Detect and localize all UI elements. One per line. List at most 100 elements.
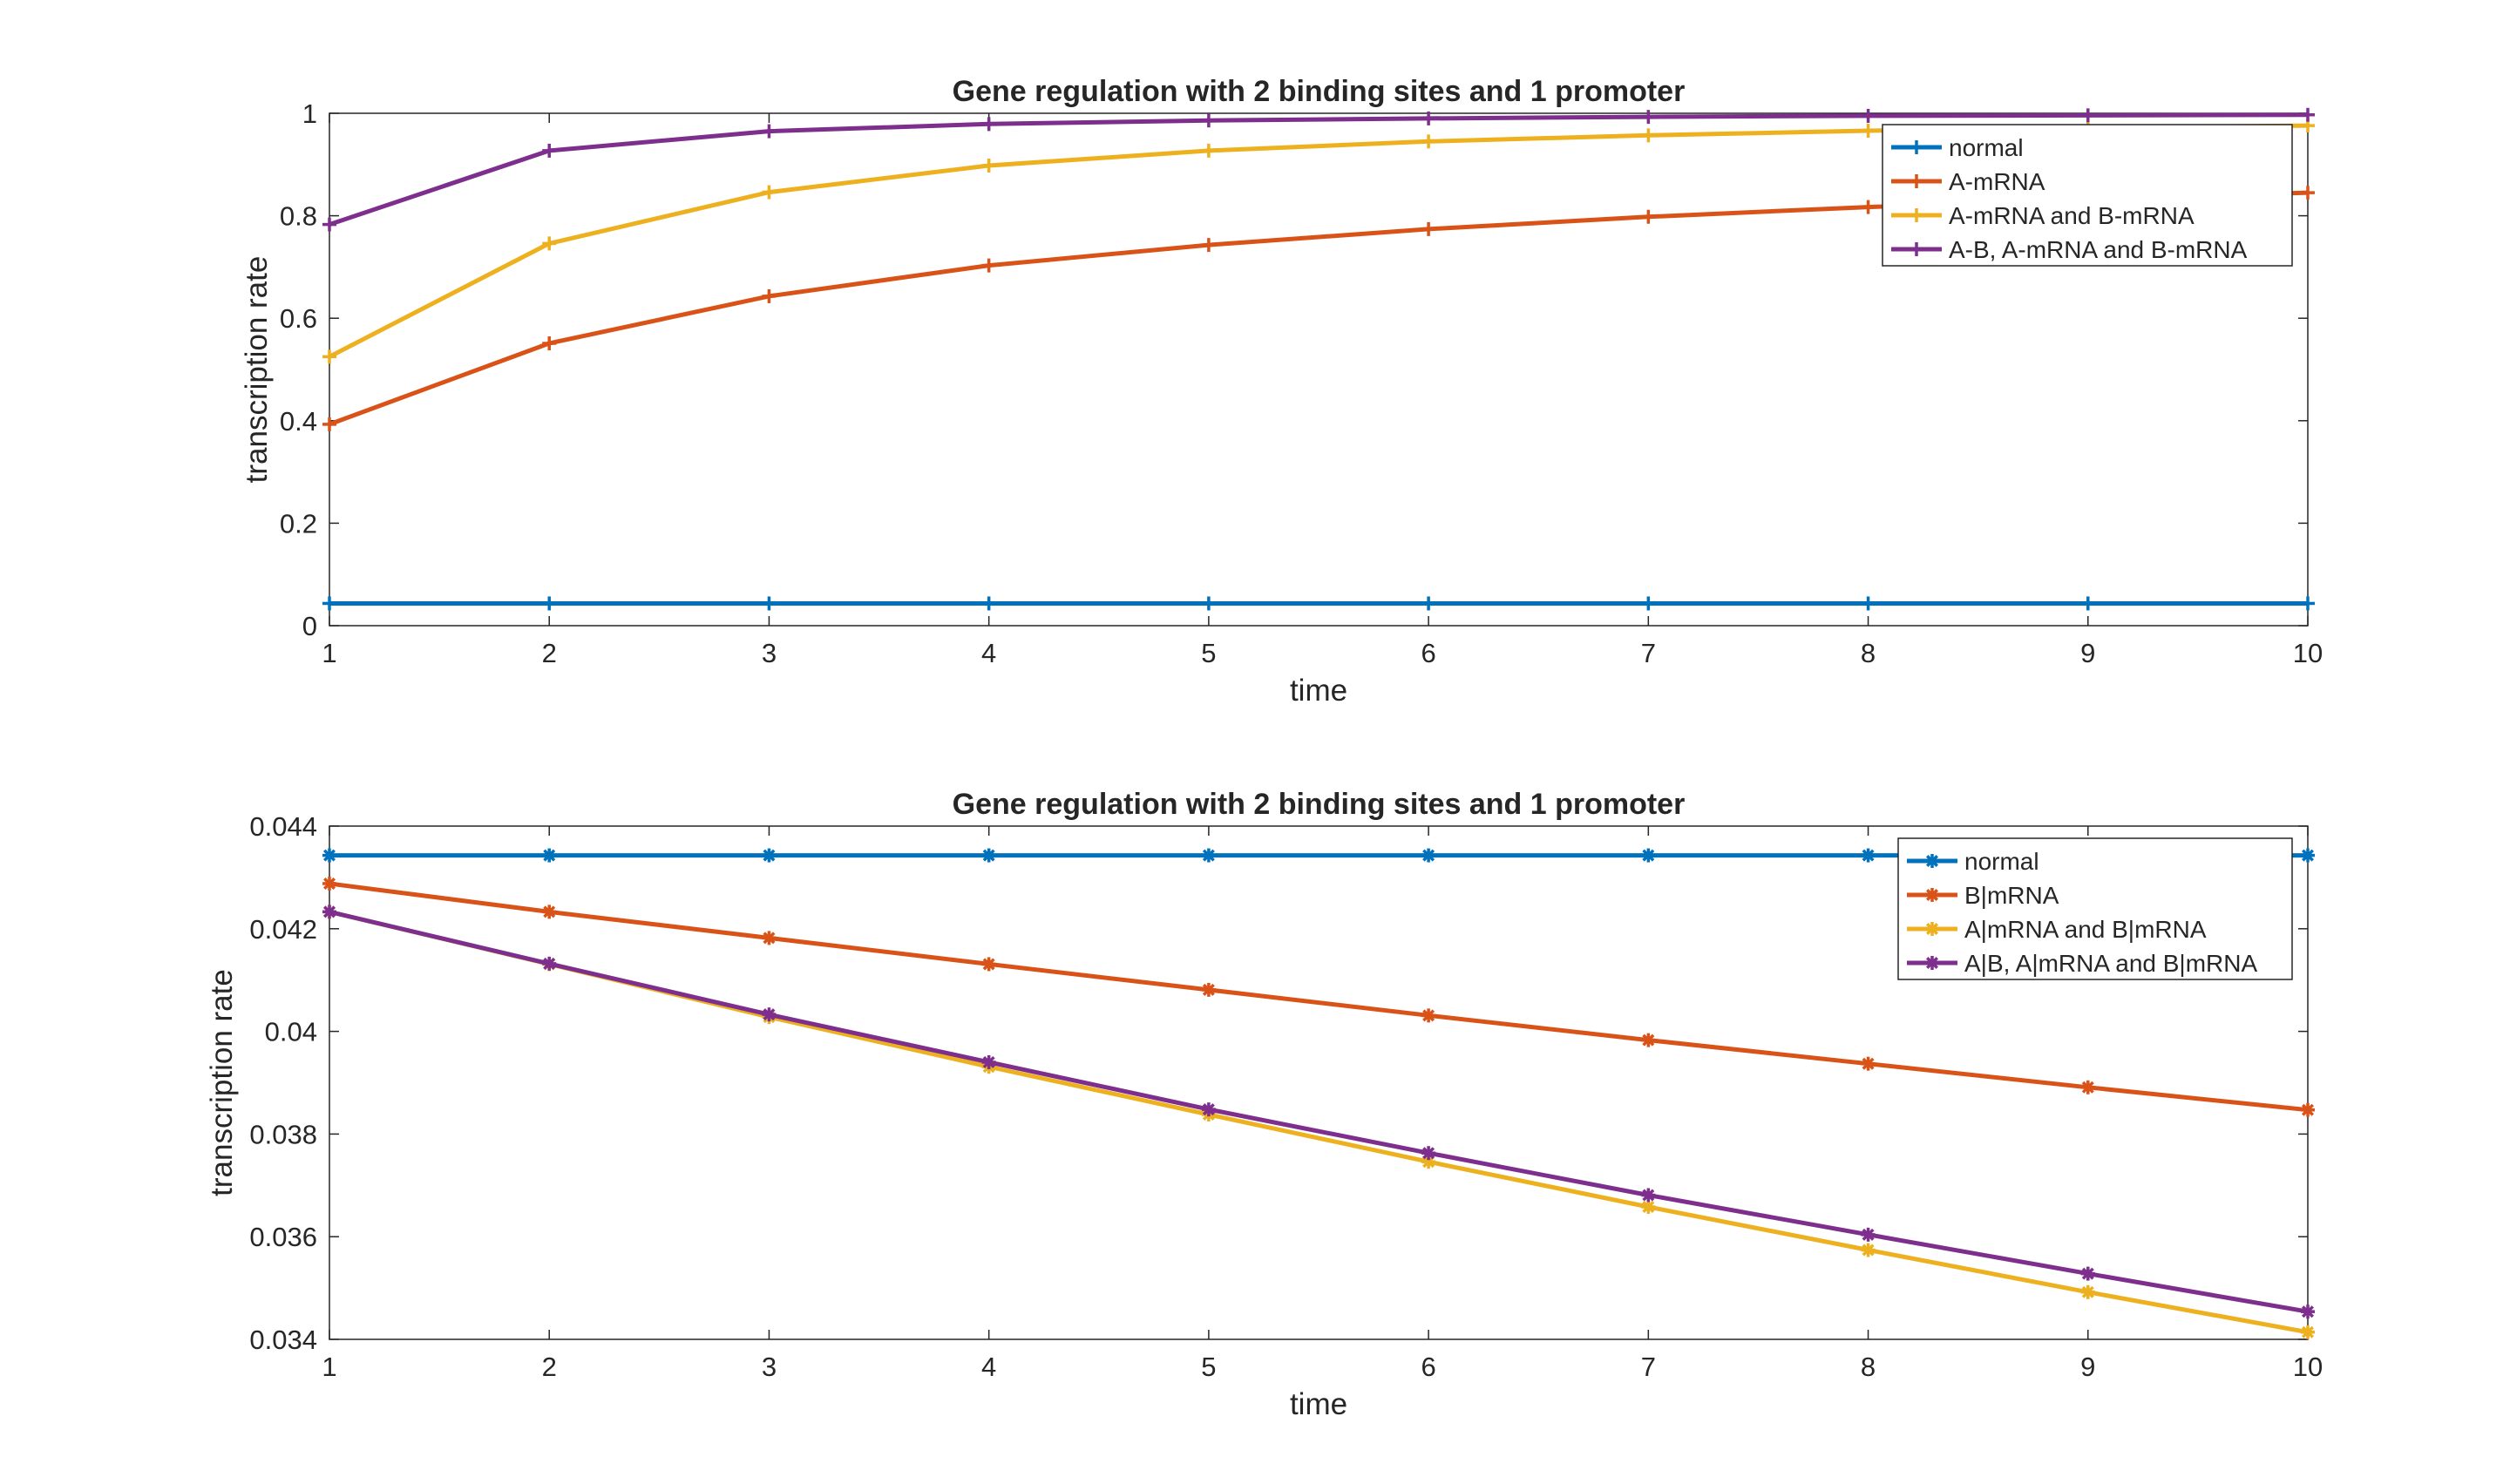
- x-tick-label: 1: [322, 638, 336, 668]
- subplot-2: 1 2 3 4 5 6 7 8 9 10 0.034 0.036 0.038 0.04 0.042 0.044…: [205, 788, 2323, 1421]
- legend-label: normal: [1964, 848, 2039, 875]
- data-point: [1201, 1102, 1216, 1117]
- x-tick-label: 9: [2080, 638, 2095, 668]
- data-point: [542, 956, 557, 971]
- y-tick-label: 0.8: [280, 201, 317, 232]
- y-tick-label: 0.6: [280, 303, 317, 334]
- data-point: [322, 596, 336, 611]
- x-tick-label: 3: [762, 638, 777, 668]
- data-point: [1861, 1056, 1876, 1071]
- y-tick-label: 0.04: [265, 1017, 317, 1047]
- y-tick-label: 0.2: [280, 508, 317, 539]
- x-tick-label: 8: [1861, 1352, 1876, 1382]
- data-point: [1861, 848, 1876, 863]
- legend-box: [1882, 124, 2293, 267]
- x-tick-label: 10: [2293, 1352, 2323, 1382]
- data-point: [542, 848, 557, 863]
- chart-title: Gene regulation with 2 binding sites and…: [953, 75, 1686, 108]
- x-tick-label: 3: [762, 1352, 777, 1382]
- legend-marker: [1910, 242, 1923, 256]
- data-point: [2301, 596, 2315, 611]
- legend-label: B|mRNA: [1964, 882, 2059, 909]
- chart-title: Gene regulation with 2 binding sites and…: [953, 788, 1686, 821]
- data-point: [2301, 1102, 2315, 1117]
- x-tick-label: 6: [1421, 1352, 1435, 1382]
- data-point: [542, 143, 557, 158]
- y-tick-label: 0.034: [249, 1325, 317, 1355]
- x-tick-label: 2: [542, 638, 557, 668]
- data-point: [1421, 221, 1436, 236]
- x-tick-label: 4: [981, 638, 996, 668]
- data-point: [1421, 848, 1436, 863]
- data-point: [1641, 596, 1656, 611]
- legend-marker: [1925, 888, 1939, 902]
- data-point: [2301, 848, 2315, 863]
- x-axis-label: time: [1290, 1387, 1347, 1421]
- data-point: [2080, 108, 2095, 123]
- legend-item: A-mRNA and B-mRNA: [1891, 202, 2195, 229]
- legend-label: A-mRNA: [1949, 168, 2045, 195]
- x-tick-label: 7: [1641, 638, 1656, 668]
- legend-label: A-B, A-mRNA and B-mRNA: [1949, 236, 2248, 263]
- legend-item: A|B, A|mRNA and B|mRNA: [1907, 950, 2257, 977]
- data-point: [981, 1054, 996, 1069]
- legend-1: normal A-mRNA A-mRNA and B-mRNA A-B, A-mRNA…: [1882, 124, 2293, 267]
- data-point: [1641, 1200, 1656, 1215]
- data-point: [2080, 1080, 2095, 1094]
- data-point: [981, 848, 996, 863]
- data-point: [1421, 1008, 1436, 1023]
- legend-item: A-B, A-mRNA and B-mRNA: [1891, 236, 2248, 263]
- data-point: [1201, 596, 1216, 611]
- data-point: [542, 336, 557, 351]
- data-point: [542, 236, 557, 251]
- data-point: [1641, 209, 1656, 224]
- data-point: [1641, 128, 1656, 143]
- data-point: [322, 349, 336, 364]
- data-point: [2080, 1284, 2095, 1299]
- y-axis-label: transcription rate: [205, 969, 239, 1196]
- data-point: [322, 217, 336, 232]
- legend-marker: [1910, 140, 1923, 154]
- legend-item: A-mRNA: [1891, 168, 2045, 195]
- x-tick-label: 5: [1201, 638, 1216, 668]
- data-point: [1421, 1146, 1436, 1161]
- data-point: [1861, 1227, 1876, 1242]
- data-point: [2301, 107, 2315, 122]
- subplot-1: 1 2 3 4 5 6 7 8 9 10 0 0.2 0.4 0.6 0.8 1 Gene regulation…: [240, 75, 2323, 708]
- data-point: [1421, 134, 1436, 149]
- y-axis-label: transcription rate: [240, 256, 274, 484]
- legend-marker: [1925, 854, 1939, 868]
- x-tick-label: 2: [542, 1352, 557, 1382]
- data-point: [542, 596, 557, 611]
- legend-marker: [1910, 208, 1923, 222]
- x-tick-label: 7: [1641, 1352, 1656, 1382]
- y-tick-label: 0.044: [249, 811, 317, 842]
- data-point: [542, 905, 557, 919]
- data-point: [762, 288, 777, 303]
- x-axis-label: time: [1290, 674, 1347, 708]
- data-point: [2301, 1304, 2315, 1319]
- y-tick-label: 0.038: [249, 1119, 317, 1149]
- data-point: [1641, 1188, 1656, 1203]
- y-tick-label: 0.036: [249, 1222, 317, 1252]
- legend-item: A|mRNA and B|mRNA: [1907, 916, 2207, 943]
- data-point: [1201, 143, 1216, 158]
- x-tick-label: 1: [322, 1352, 336, 1382]
- data-point: [1201, 113, 1216, 128]
- legend-marker: [1925, 956, 1939, 970]
- data-point: [1861, 108, 1876, 123]
- legend-box: [1897, 837, 2293, 980]
- series-line-4: [329, 909, 2309, 1314]
- data-point: [981, 957, 996, 972]
- x-tick-label: 8: [1861, 638, 1876, 668]
- data-point: [322, 876, 336, 891]
- data-point: [1861, 596, 1876, 611]
- data-point: [322, 848, 336, 863]
- y-tick-label: 1: [302, 98, 317, 129]
- x-tick-label: 6: [1421, 638, 1435, 668]
- data-point: [1201, 848, 1216, 863]
- series-line-4: [329, 112, 2309, 227]
- legend-label: A|B, A|mRNA and B|mRNA: [1964, 950, 2257, 977]
- data-point: [1861, 200, 1876, 214]
- x-tick-label: 5: [1201, 1352, 1216, 1382]
